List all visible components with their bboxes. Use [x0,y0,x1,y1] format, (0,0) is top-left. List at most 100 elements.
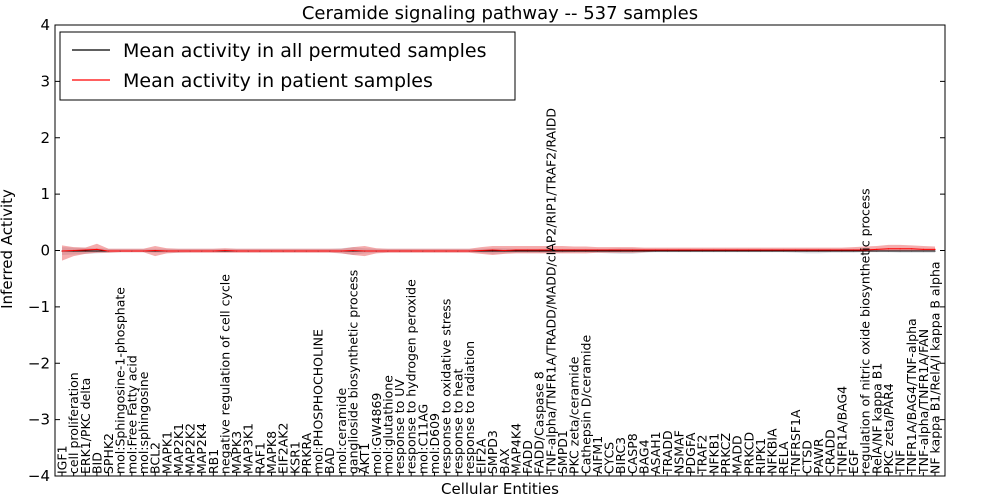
x-tick-label: IGF1 [55,445,70,474]
data-point [224,249,226,252]
data-point [631,250,633,252]
data-point [84,249,86,251]
data-point [282,250,284,252]
x-tick-label: MAP2K1 [171,423,186,474]
data-point [503,249,505,252]
data-point [829,250,831,252]
data-point [783,249,785,251]
x-tick-label: CYCS [602,442,617,474]
data-point [655,250,657,252]
x-tick-label: mol:sphingosine [136,371,151,474]
x-tick-label: CRADD [823,429,838,474]
data-point [899,250,901,252]
x-tick-label: BAD [322,447,337,474]
x-tick-label: FADD/Caspase 8 [532,371,547,474]
x-tick-label: NF kappa B1/RelA/I kappa B alpha [928,261,943,474]
data-point [713,250,715,252]
x-tick-label: PRKRA [299,432,314,474]
data-point [783,250,785,252]
data-point [759,249,762,251]
y-tick-label: 4 [40,16,50,34]
data-point [445,250,447,252]
data-point [550,249,552,251]
x-tick-label: BCL2 [148,442,163,474]
x-tick-label: MAP3K1 [241,423,256,474]
data-point [771,249,773,251]
y-axis-ticks: −4 −3 −2 −1 0 1 2 3 4 [28,16,945,485]
y-axis-label: Inferred Activity [0,189,16,309]
data-point [375,250,377,252]
data-point [818,249,820,251]
series-lines [61,248,935,252]
x-tick-label: EIF2A [474,438,489,474]
data-point [841,250,843,252]
data-point [887,250,890,252]
data-point [818,250,820,252]
data-point [596,249,599,251]
data-point [934,248,936,250]
x-tick-label: MAP2K4 [194,423,209,474]
x-tick-label: CTSD [799,440,814,474]
data-point [655,249,657,251]
x-tick-label: MAPK3 [229,431,244,474]
x-tick-label: PAWR [811,438,826,474]
legend: Mean activity in all permuted samples Me… [59,31,516,101]
x-tick-label: PRKCZ [718,433,733,474]
y-tick-label: 2 [40,129,50,147]
data-point [701,250,703,252]
x-axis-label: Cellular Entities [441,480,559,498]
data-point [608,250,610,252]
data-point [911,248,913,250]
series-points [61,248,936,252]
data-point [340,250,342,252]
data-point [468,250,470,252]
data-point [748,249,750,251]
data-point [934,250,936,252]
x-tick-label: NFKBIA [765,428,780,474]
x-tick-label: response to oxidative stress [439,299,454,474]
data-point [608,249,610,251]
data-point [259,250,261,252]
x-tick-label: MAPK8 [264,431,279,474]
data-point [515,249,517,251]
x-tick-label: SMPD3 [485,430,500,474]
data-point [689,250,692,252]
data-point [201,250,203,252]
data-point [96,250,98,252]
x-tick-label: Cathepsin D/ceramide [578,334,593,474]
data-point [236,250,238,252]
data-point [666,249,668,251]
data-point [364,250,366,252]
data-point [189,250,191,252]
data-point [550,250,552,252]
x-tick-label: RAF1 [252,442,267,474]
x-tick-label: AKT1 [357,443,372,474]
chart-title: Ceramide signaling pathway -- 537 sample… [302,3,698,24]
x-tick-label: EIF2AK2 [276,423,291,474]
data-point [748,250,750,252]
data-point [666,250,668,252]
x-tick-label: TNFR1A/BAG4/TNF-alpha [904,318,919,475]
data-point [864,249,866,251]
data-point [736,249,738,251]
data-point [573,250,575,252]
data-point [829,249,831,251]
x-tick-label: TNFRSF1A [788,409,803,475]
x-tick-label: TRAF2 [695,434,710,475]
data-point [387,250,389,252]
data-point [631,249,633,251]
y-tick-label: 0 [40,242,50,260]
x-tick-label: PKC zeta/PAR4 [881,383,896,474]
x-tick-label: MAPK1 [159,431,174,474]
data-point [561,250,564,252]
x-tick-label: ERK1/PKC delta [78,378,93,474]
x-tick-label: RB1 [206,449,221,474]
y-tick-label: −3 [28,411,50,429]
data-point [620,249,622,251]
data-point [329,250,331,252]
data-point [177,250,179,252]
y-tick-label: 1 [40,185,50,203]
data-point [678,249,680,251]
x-tick-label: TNF-alpha/TNFR1A/FAN [916,329,931,475]
data-point [724,250,727,252]
